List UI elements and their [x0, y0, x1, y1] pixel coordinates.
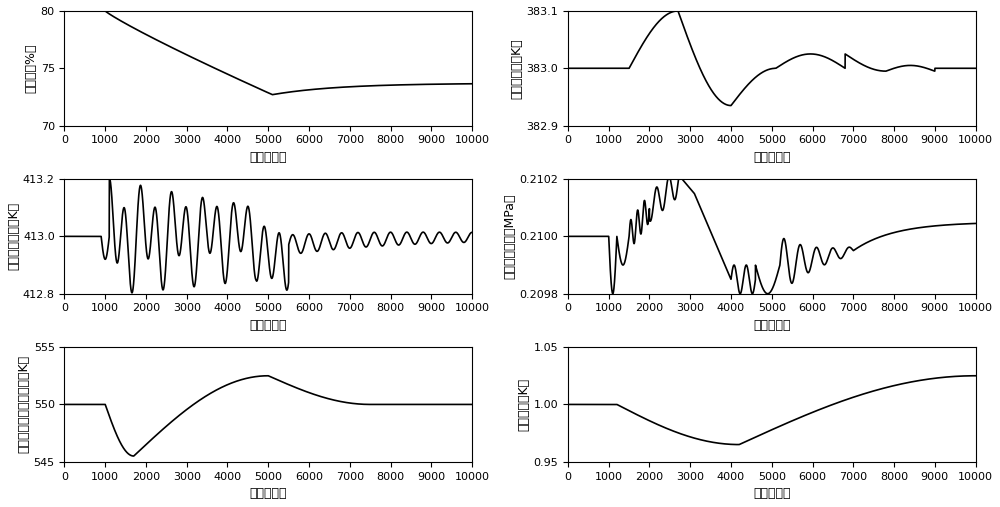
Y-axis label: 过热蒸汽压力（MPa）: 过热蒸汽压力（MPa）: [503, 194, 516, 279]
Y-axis label: 过热蒸汽温度（K）: 过热蒸汽温度（K）: [7, 202, 20, 270]
X-axis label: 时间（秒）: 时间（秒）: [753, 151, 791, 164]
Y-axis label: 捕集率（%）: 捕集率（%）: [25, 44, 38, 93]
Y-axis label: 热罐液位（K）: 热罐液位（K）: [518, 378, 531, 431]
X-axis label: 时间（秒）: 时间（秒）: [250, 151, 287, 164]
X-axis label: 时间（秒）: 时间（秒）: [753, 487, 791, 500]
Y-axis label: 再沸器温度（K）: 再沸器温度（K）: [510, 38, 523, 98]
Y-axis label: 集热器出口熔融盐温度（K）: 集热器出口熔融盐温度（K）: [18, 355, 31, 453]
X-axis label: 时间（秒）: 时间（秒）: [250, 487, 287, 500]
X-axis label: 时间（秒）: 时间（秒）: [250, 319, 287, 332]
X-axis label: 时间（秒）: 时间（秒）: [753, 319, 791, 332]
